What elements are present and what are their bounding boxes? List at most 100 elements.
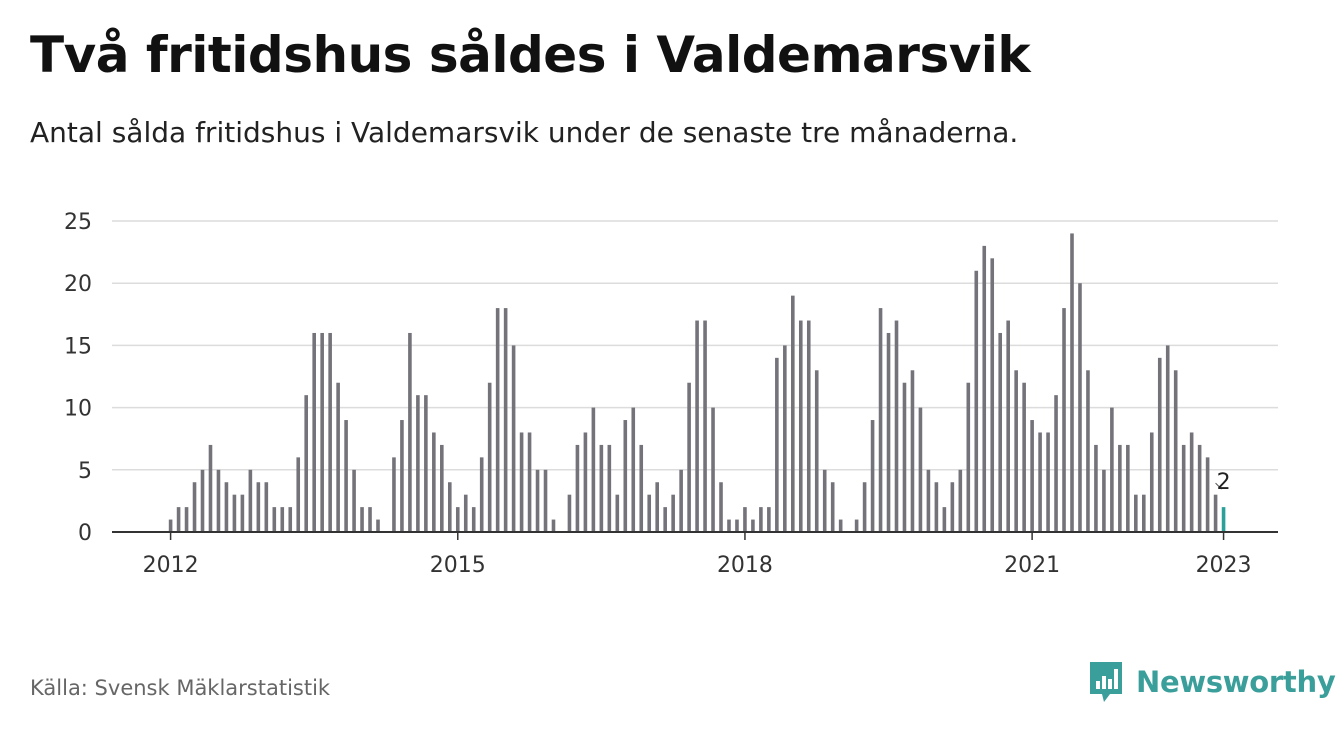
bar <box>1126 444 1130 532</box>
bar <box>798 320 803 532</box>
bar <box>910 370 915 532</box>
bar <box>543 469 548 532</box>
bar <box>1030 420 1034 532</box>
bar <box>416 395 420 532</box>
bar <box>208 444 213 532</box>
annotations: 2 <box>1215 470 1231 495</box>
bar <box>759 507 763 532</box>
bar <box>1014 370 1018 532</box>
bar <box>1213 494 1218 532</box>
bar <box>934 482 939 532</box>
bar <box>1205 457 1210 532</box>
bar <box>990 258 995 532</box>
bar <box>1118 444 1122 532</box>
bar <box>344 420 348 532</box>
bar <box>567 494 572 532</box>
x-tick-label: 2018 <box>717 553 773 578</box>
bar <box>432 432 436 532</box>
bar <box>878 308 883 532</box>
y-tick-label: 15 <box>64 334 92 359</box>
bar <box>503 308 508 532</box>
bar <box>240 494 245 532</box>
bar <box>623 420 628 532</box>
bar <box>1078 283 1082 532</box>
bar <box>719 482 723 532</box>
bar <box>814 370 819 532</box>
bar <box>376 519 380 532</box>
bar <box>1006 320 1010 532</box>
bar <box>1038 432 1042 532</box>
bar <box>711 407 715 532</box>
bar <box>687 382 691 532</box>
bar <box>974 270 979 532</box>
bar <box>1094 444 1098 532</box>
bar <box>288 507 293 532</box>
bar <box>1189 432 1194 532</box>
chart-title: Två fritidshus såldes i Valdemarsvik <box>30 26 1031 84</box>
grid-lines <box>112 220 1278 471</box>
bar <box>440 444 444 532</box>
brand-name: Newsworthy <box>1136 665 1336 699</box>
bar <box>1062 308 1066 532</box>
bar <box>1141 494 1146 532</box>
bar <box>455 507 460 532</box>
bar <box>1149 432 1154 532</box>
chart-subtitle: Antal sålda fritidshus i Valdemarsvik un… <box>30 116 1019 149</box>
bar <box>527 432 532 532</box>
bar <box>751 519 755 532</box>
bar <box>264 482 269 532</box>
bar <box>966 382 971 532</box>
brand-logo: Newsworthy <box>1088 660 1336 704</box>
bar <box>408 332 412 532</box>
bar <box>695 320 699 532</box>
bar <box>615 494 620 532</box>
bar <box>495 308 500 532</box>
bar <box>447 482 452 532</box>
y-tick-label: 25 <box>64 210 92 235</box>
bar <box>232 494 237 532</box>
bar <box>1102 469 1106 532</box>
bar <box>998 332 1003 532</box>
bar <box>216 469 221 532</box>
y-axis-ticks: 0 5 10 15 20 25 <box>64 210 92 546</box>
x-tick-label: 2023 <box>1196 553 1252 578</box>
bar-latest <box>1221 507 1226 532</box>
bar <box>328 332 332 532</box>
bar <box>272 507 277 532</box>
bar <box>320 332 324 532</box>
bar <box>735 519 739 532</box>
y-tick-label: 20 <box>64 272 92 297</box>
bar <box>791 295 795 532</box>
bar <box>168 519 173 532</box>
bar <box>1046 432 1050 532</box>
bar <box>958 469 963 532</box>
bar <box>1134 494 1138 532</box>
bar <box>519 432 524 532</box>
bar <box>248 469 253 532</box>
bar <box>400 420 404 532</box>
bar <box>368 507 372 532</box>
y-tick-label: 10 <box>64 397 92 422</box>
bar <box>982 245 987 532</box>
bar <box>424 395 428 532</box>
bar <box>862 482 867 532</box>
bar <box>304 395 309 532</box>
bar <box>1173 370 1178 532</box>
bar <box>256 482 261 532</box>
bar <box>1086 370 1090 532</box>
x-tick-label: 2015 <box>430 553 486 578</box>
bar <box>312 332 316 532</box>
bar <box>360 507 364 532</box>
bar <box>336 382 340 532</box>
source-text: Källa: Svensk Mäklarstatistik <box>30 676 331 700</box>
bar <box>471 507 476 532</box>
bar <box>822 469 827 532</box>
x-tick-label: 2012 <box>143 553 199 578</box>
bar <box>392 457 396 532</box>
bar <box>280 507 285 532</box>
bar <box>192 482 197 532</box>
bar <box>176 507 181 532</box>
bar <box>870 420 875 532</box>
bar <box>487 382 492 532</box>
bar <box>1165 345 1170 532</box>
